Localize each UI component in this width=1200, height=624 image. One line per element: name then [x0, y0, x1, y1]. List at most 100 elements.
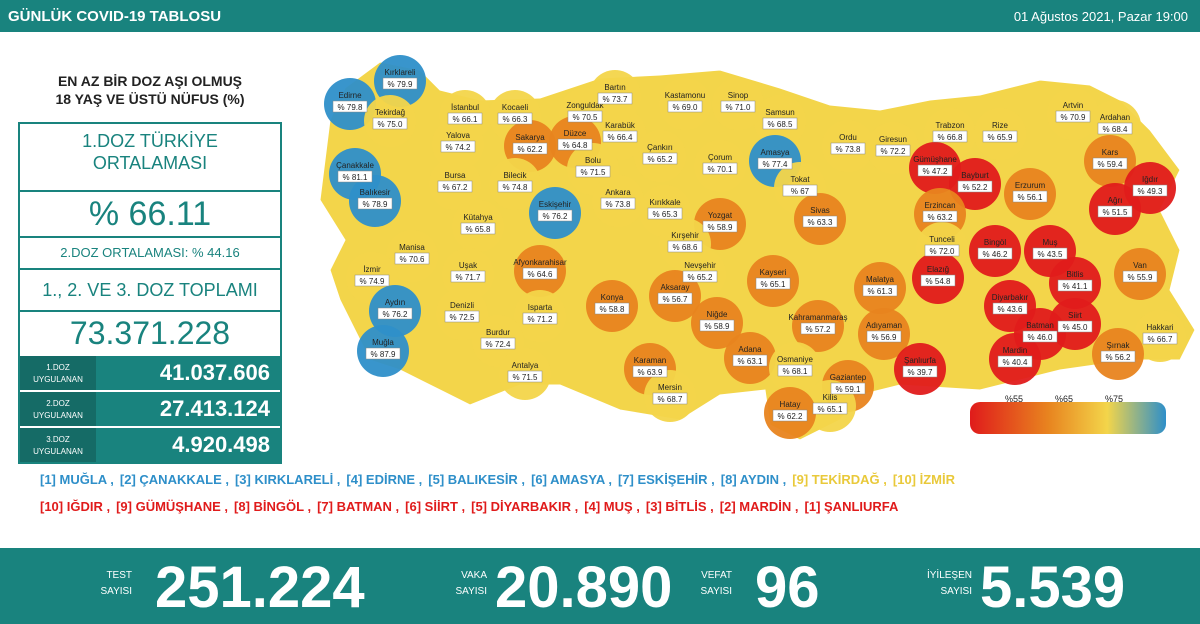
map: Kırklareli % 79.9 Edirne % 79.8 Tekirdağ % 75…	[319, 55, 1196, 441]
province-name: Adana	[738, 345, 762, 354]
province-value: % 66.3	[503, 115, 528, 124]
province-value-box	[1032, 247, 1068, 260]
province-value: % 71.5	[581, 168, 606, 177]
province-name: Kırklareli	[384, 68, 415, 77]
province-value: % 65.2	[648, 155, 673, 164]
heading-line: EN AZ BİR DOZ AŞI OLMUŞ	[57, 73, 243, 89]
province-value-box	[732, 354, 768, 367]
province-name: Bayburt	[961, 171, 989, 180]
province-value: % 76.2	[543, 212, 568, 221]
province-value: % 58.8	[600, 305, 625, 314]
ranking-item: [6] SİİRT ,	[405, 499, 466, 514]
province-value: % 71.7	[456, 273, 481, 282]
label-line: ORTALAMASI	[92, 153, 208, 173]
province-value: % 77.4	[763, 160, 788, 169]
province-value-box	[917, 164, 953, 177]
ranking-item: [2] MARDİN ,	[719, 499, 799, 514]
province-value-box	[862, 284, 898, 297]
province-value: % 73.7	[603, 95, 628, 104]
province-name: Balıkesir	[360, 188, 391, 197]
province-value-box	[372, 117, 408, 130]
province-value: % 67.2	[443, 183, 468, 192]
label-line: SAYISI	[100, 586, 133, 597]
province-value: % 79.9	[388, 80, 413, 89]
province-name: Batman	[1026, 321, 1054, 330]
province-name: Kocaeli	[502, 103, 528, 112]
province-value: % 69.0	[673, 103, 698, 112]
province-value: % 70.9	[1061, 113, 1086, 122]
province-value-box	[647, 207, 683, 220]
province-value-box	[830, 382, 866, 395]
label-line: SAYISI	[700, 586, 733, 597]
province-value-box	[992, 302, 1028, 315]
province-name: Tekirdağ	[375, 108, 405, 117]
province-value-box	[537, 209, 573, 222]
province-value: % 64.6	[528, 270, 553, 279]
province-value: % 57.2	[806, 325, 831, 334]
province-value-box	[702, 220, 738, 233]
province-value: % 72.5	[450, 313, 475, 322]
province-value: % 56.2	[1106, 353, 1131, 362]
label-line: 3.DOZ	[46, 435, 70, 444]
province-value: % 46.2	[983, 250, 1008, 259]
stat-value: 96	[755, 555, 820, 620]
province-name: Kayseri	[760, 268, 787, 277]
province-value-box	[394, 252, 430, 265]
province-value: % 66.8	[938, 133, 963, 142]
province-value-box	[800, 322, 836, 335]
total: 73.371.228	[69, 315, 231, 351]
province-value-box	[1097, 205, 1133, 218]
province-value: % 74.2	[446, 143, 471, 152]
province-value-box	[777, 364, 813, 377]
province-name: Rize	[992, 121, 1009, 130]
province-name: Gümüşhane	[913, 155, 957, 164]
province-value: % 39.7	[908, 368, 933, 377]
summary-box: 1.DOZ TÜRKİYE ORTALAMASI % 66.11 2.DOZ OR…	[18, 122, 282, 464]
label-line: SAYISI	[455, 586, 488, 597]
stat-value: 20.890	[495, 555, 673, 620]
province-value: % 55.9	[1128, 273, 1153, 282]
province-value-box	[757, 157, 793, 170]
province-value-box	[1057, 320, 1093, 333]
province-name: Isparta	[528, 303, 553, 312]
province-name: Malatya	[866, 275, 895, 284]
dose-label: 2.DOZ UYGULANAN	[20, 392, 96, 426]
ranking-item: [3] KIRKLARELİ ,	[234, 472, 341, 487]
province-name: Hakkari	[1146, 323, 1173, 332]
province-value-box	[497, 112, 533, 125]
province-value-box	[575, 165, 611, 178]
province-value: % 54.8	[926, 277, 951, 286]
province-name: İstanbul	[451, 103, 479, 112]
province-value: % 63.3	[808, 218, 833, 227]
second-dose-average: 2.DOZ ORTALAMASI: % 44.16	[20, 238, 280, 270]
province-value-box	[1142, 332, 1178, 345]
label-line: UYGULANAN	[33, 447, 83, 456]
stat-value: 5.539	[980, 555, 1126, 620]
province-value: % 70.5	[573, 113, 598, 122]
province-name: Çankırı	[647, 143, 673, 152]
province-value: % 71.0	[726, 103, 751, 112]
ranking-item: [5] DİYARBAKIR ,	[471, 499, 579, 514]
province-name: Afyonkarahisar	[513, 258, 567, 267]
province-value-box	[512, 142, 548, 155]
province-name: Artvin	[1063, 101, 1083, 110]
province-name: Yozgat	[708, 211, 733, 220]
province-value-box	[602, 130, 638, 143]
province-value-box	[1055, 110, 1091, 123]
province-value-box	[377, 307, 413, 320]
province-value: % 72.4	[486, 340, 511, 349]
province-value: % 65.2	[688, 273, 713, 282]
stat-label: TEST SAYISI	[40, 568, 133, 600]
province-name: Niğde	[707, 310, 728, 319]
label-line: VAKA	[461, 570, 487, 581]
province-value: % 59.1	[836, 385, 861, 394]
province-value-box	[1057, 279, 1093, 292]
province-name: Hatay	[780, 400, 801, 409]
summary-heading: EN AZ BİR DOZ AŞI OLMUŞ 18 YAŞ VE ÜSTÜ NÜ…	[18, 72, 282, 108]
province-value-box	[567, 110, 603, 123]
province-value: % 45.0	[1063, 323, 1088, 332]
province-value: % 58.9	[705, 322, 730, 331]
province-value-box	[450, 270, 486, 283]
province-name: Düzce	[564, 129, 587, 138]
summary-panel: EN AZ BİR DOZ AŞI OLMUŞ 18 YAŞ VE ÜSTÜ NÜ…	[18, 72, 282, 464]
